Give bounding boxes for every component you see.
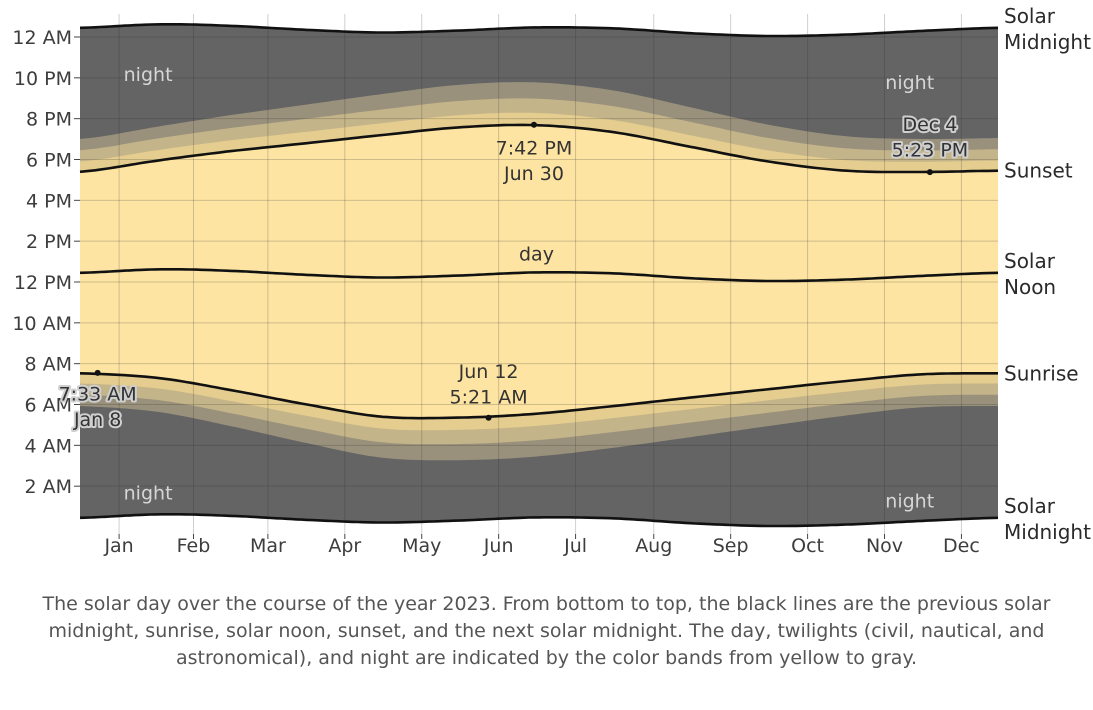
region-labels: night night night night day bbox=[124, 64, 935, 513]
annotation-label: Dec 4 bbox=[902, 114, 957, 136]
annotation-label: 7:42 PM bbox=[496, 137, 573, 159]
outside-bottom bbox=[80, 514, 998, 534]
x-tick-label-feb: Feb bbox=[177, 535, 211, 557]
line-label: Sunrise bbox=[1004, 361, 1079, 385]
y-tick-label: 12 AM bbox=[12, 27, 72, 49]
outside-top bbox=[80, 14, 998, 36]
annotation-label: 7:33 AM bbox=[59, 383, 137, 405]
y-tick-label: 12 PM bbox=[14, 272, 72, 294]
line-label: Midnight bbox=[1004, 30, 1091, 54]
x-tick-label-jan: Jan bbox=[103, 535, 133, 557]
figure-caption: The solar day over the course of the yea… bbox=[42, 593, 1051, 669]
solar-noon-line bbox=[79, 268, 999, 283]
line-end-labels: SolarMidnightSunsetSolarNoonSunriseSolar… bbox=[1004, 4, 1091, 544]
line-label: Solar bbox=[1004, 494, 1056, 518]
x-tick-label-sep: Sep bbox=[713, 535, 749, 557]
day-region-label: day bbox=[519, 243, 554, 265]
solar-day-chart: 2 AM 4 AM 6 AM 8 AM 10 AM 12 PM 2 PM 4 PM 6 PM 8 … bbox=[12, 4, 1091, 557]
line-label: Sunset bbox=[1004, 159, 1073, 183]
x-tick-label-mar: Mar bbox=[250, 535, 286, 557]
x-tick-label-apr: Apr bbox=[328, 535, 361, 557]
x-tick-label-may: May bbox=[402, 535, 441, 557]
annotation-point-latest-sunrise bbox=[94, 369, 101, 376]
line-label: Noon bbox=[1004, 275, 1056, 299]
annotation-point-earliest-sunrise bbox=[485, 414, 492, 421]
color-bands bbox=[80, 14, 998, 534]
y-tick-label: 8 PM bbox=[26, 109, 72, 131]
annotation-point-earliest-sunset bbox=[926, 169, 933, 176]
night-region-label: night bbox=[885, 490, 934, 512]
x-axis: Jan Feb Mar Apr May Jun Jul Aug Sep Oct Nov Dec bbox=[103, 534, 980, 557]
annotation-label: Jan 8 bbox=[73, 409, 121, 431]
y-tick-label: 8 AM bbox=[24, 354, 72, 376]
x-tick-label-oct: Oct bbox=[791, 535, 824, 557]
annotation-point-latest-sunset bbox=[530, 121, 537, 128]
annotation-label: 5:21 AM bbox=[450, 386, 528, 408]
y-tick-label: 10 PM bbox=[14, 68, 72, 90]
y-tick-label: 2 AM bbox=[24, 476, 72, 498]
line-label: Solar bbox=[1004, 4, 1056, 28]
annotation-label: Jun 12 bbox=[458, 361, 519, 383]
line-label: Solar bbox=[1004, 249, 1056, 273]
sunset-line bbox=[79, 123, 999, 174]
x-tick-label-nov: Nov bbox=[866, 535, 903, 557]
annotation-label: 5:23 PM bbox=[892, 140, 969, 162]
y-tick-label: 10 AM bbox=[12, 313, 72, 335]
y-tick-label: 6 PM bbox=[26, 150, 72, 172]
x-tick-label-jun: Jun bbox=[483, 535, 514, 557]
x-tick-label-jul: Jul bbox=[563, 535, 587, 557]
annotations: 7:42 PM Jun 30 Dec 4 5:23 PM Jun 12 5:21 AM 7:… bbox=[57, 112, 971, 433]
x-tick-label-aug: Aug bbox=[635, 535, 672, 557]
y-axis: 2 AM 4 AM 6 AM 8 AM 10 AM 12 PM 2 PM 4 PM 6 PM 8 … bbox=[12, 27, 80, 498]
annotation-label: Jun 30 bbox=[503, 163, 564, 185]
night-region-label: night bbox=[885, 72, 934, 94]
sunrise-line bbox=[79, 372, 998, 420]
previous-solar-midnight-line bbox=[79, 513, 999, 528]
y-tick-label: 6 AM bbox=[24, 395, 72, 417]
night-region-label: night bbox=[124, 64, 173, 86]
y-tick-label: 4 AM bbox=[24, 435, 72, 457]
y-tick-label: 2 PM bbox=[26, 231, 72, 253]
next-solar-midnight-line bbox=[79, 23, 999, 38]
x-tick-label-dec: Dec bbox=[943, 535, 980, 557]
event-lines bbox=[79, 23, 999, 528]
night-region-label: night bbox=[124, 482, 173, 504]
line-label: Midnight bbox=[1004, 520, 1091, 544]
y-tick-label: 4 PM bbox=[26, 190, 72, 212]
